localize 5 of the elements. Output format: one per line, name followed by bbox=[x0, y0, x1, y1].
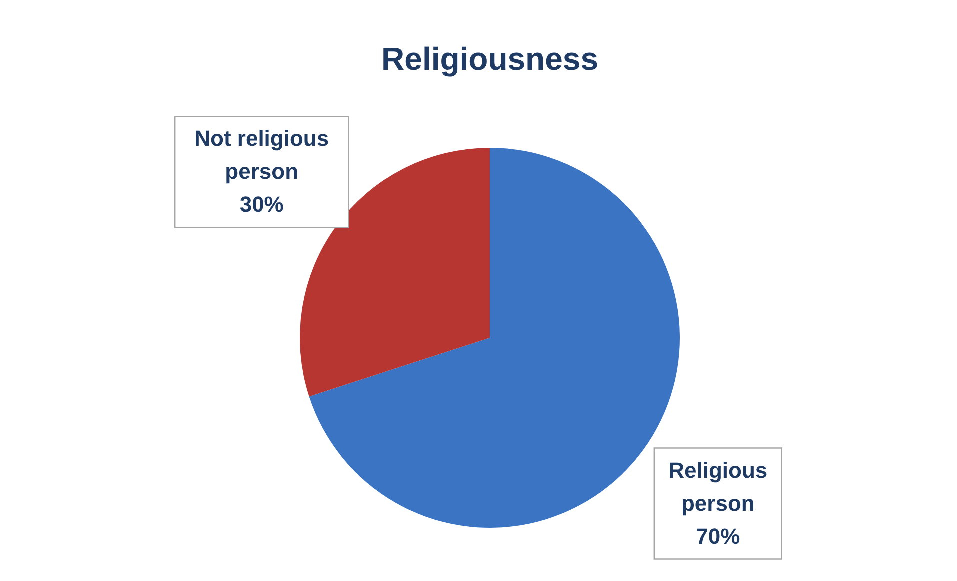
slice-label: Religious person bbox=[668, 458, 768, 516]
slice-label: Not religious person bbox=[194, 126, 330, 184]
data-label: 70% bbox=[696, 524, 740, 549]
chart-title: Religiousness bbox=[382, 41, 598, 77]
data-label: 30% bbox=[240, 192, 284, 218]
